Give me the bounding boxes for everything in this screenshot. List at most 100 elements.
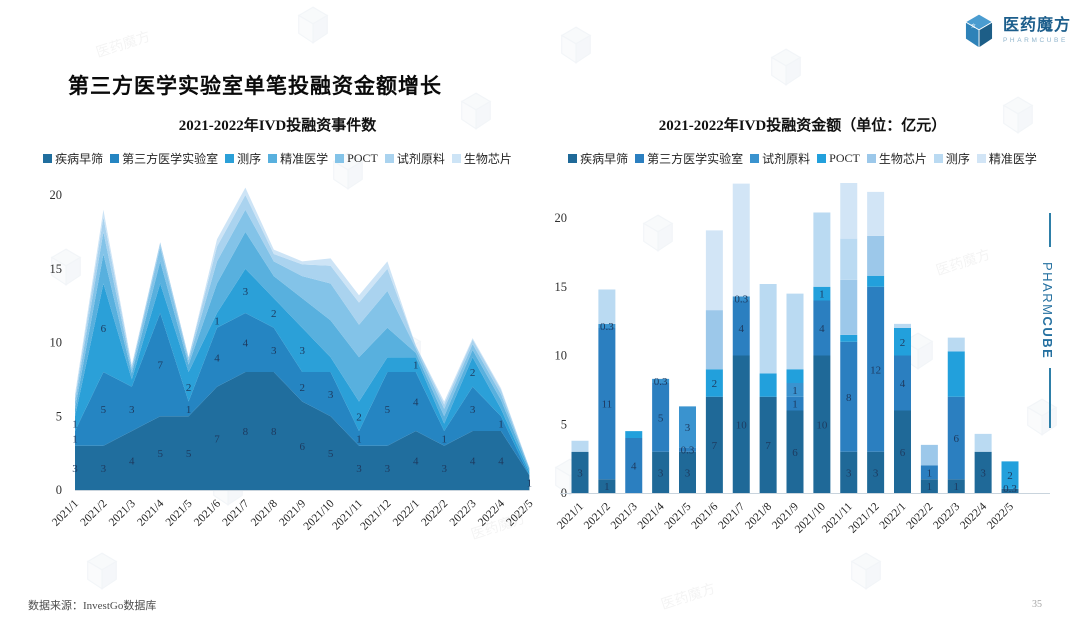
bar-segment-疾病早筛 xyxy=(867,451,885,493)
bar-data-label: 0.3 xyxy=(1003,483,1017,495)
sidebar-brand-text: PHARMCUBE xyxy=(1040,262,1055,360)
area-data-label: 5 xyxy=(157,448,163,460)
bar-data-label: 0.3 xyxy=(654,376,668,388)
bar-data-label: 0.3 xyxy=(681,445,695,457)
legend-item-疾病早筛: 疾病早筛 xyxy=(43,150,103,167)
x-axis-label: 2021/5 xyxy=(663,500,694,531)
bar-segment-生物芯片 xyxy=(920,444,938,466)
area-data-label: 3 xyxy=(385,463,391,475)
cube-watermark-icon xyxy=(297,6,329,44)
bar-segment-疾病早筛 xyxy=(571,451,589,493)
data-source-note: 数据来源：InvestGo数据库 xyxy=(28,600,157,612)
bar-segment-生物芯片 xyxy=(867,235,885,276)
bar-segment-POCT xyxy=(894,328,911,356)
cube-watermark-icon xyxy=(560,26,592,64)
legend-swatch-icon xyxy=(43,154,53,163)
left-chart-title: 2021-2022年IVD投融资事件数 xyxy=(178,118,377,134)
bar-data-label: 5 xyxy=(658,412,664,424)
bar-segment-第三方医学实验室 xyxy=(867,286,885,452)
legend-swatch-icon xyxy=(817,154,827,163)
bar-segment-POCT xyxy=(705,369,723,397)
bar-segment-第三方医学实验室 xyxy=(894,355,911,411)
right-chart-title: 2021-2022年IVD投融资金额（单位：亿元） xyxy=(658,118,947,134)
legend-label: POCT xyxy=(829,151,860,165)
bar-segment-POCT xyxy=(947,351,965,397)
legend-label: 第三方医学实验室 xyxy=(647,152,744,166)
area-data-label: 6 xyxy=(299,441,305,453)
bar-data-label: 7 xyxy=(712,440,718,452)
bar-segment-测序 xyxy=(894,323,911,328)
y-axis-tick: 0 xyxy=(56,483,62,497)
bar-segment-POCT xyxy=(1001,461,1019,489)
sidebar-rule-top xyxy=(1049,213,1051,247)
area-data-label: 3 xyxy=(441,463,447,475)
page-title: 第三方医学实验室单笔投融资金额增长 xyxy=(68,75,442,99)
bar-segment-疾病早筛 xyxy=(840,451,858,493)
bar-segment-测序 xyxy=(974,433,992,452)
area-data-label: 1 xyxy=(413,360,419,372)
area-data-label: 4 xyxy=(498,456,504,468)
area-data-label: 7 xyxy=(157,360,163,372)
bar-data-label: 3 xyxy=(685,422,691,434)
bar-segment-测序 xyxy=(598,289,616,324)
bar-segment-POCT xyxy=(840,334,858,342)
bar-data-label: 3 xyxy=(980,467,986,479)
events-stacked-area-chart: 051015202021/12021/22021/32021/42021/520… xyxy=(50,187,535,533)
bar-segment-疾病早筛 xyxy=(679,451,696,493)
x-axis-label: 2022/3 xyxy=(931,500,962,531)
x-axis-label: 2021/4 xyxy=(135,497,166,528)
area-data-label: 5 xyxy=(186,448,192,460)
x-axis-label: 2021/8 xyxy=(743,500,774,531)
legend-item-精准医学: 精准医学 xyxy=(268,150,328,167)
area-data-label: 3 xyxy=(243,286,249,298)
bar-segment-第三方医学实验室 xyxy=(947,396,965,480)
bar-data-label: 10 xyxy=(736,419,748,431)
area-data-label: 2 xyxy=(356,411,362,423)
bar-segment-POCT xyxy=(813,286,831,301)
x-axis-label: 2021/6 xyxy=(192,497,223,528)
x-axis-label: 2022/5 xyxy=(504,497,535,528)
area-data-label: 1 xyxy=(72,419,78,431)
bar-data-label: 4 xyxy=(819,323,825,335)
legend-label: 疾病早筛 xyxy=(55,152,104,166)
legend-item-POCT: POCT xyxy=(817,150,860,167)
legend-item-POCT: POCT xyxy=(335,150,378,167)
y-axis-tick: 10 xyxy=(50,336,63,350)
logo-text: 医药魔方 PHARMCUBE xyxy=(1003,17,1071,44)
logo: 方 医药魔方 PHARMCUBE xyxy=(962,13,1071,49)
bar-data-label: 2 xyxy=(900,337,906,349)
legend-swatch-icon xyxy=(750,154,760,163)
bar-segment-第三方医学实验室 xyxy=(813,300,831,356)
area-data-label: 1 xyxy=(527,478,533,490)
area-series-测序 xyxy=(75,268,530,476)
bar-data-label: 8 xyxy=(846,392,852,404)
bar-segment-试剂原料 xyxy=(786,383,804,397)
area-data-label: 1 xyxy=(72,433,78,445)
x-axis-label: 2022/4 xyxy=(958,500,989,531)
left-chart-legend: 疾病早筛 第三方医学实验室 测序 精准医学 POCT 试剂原料 生物芯片 xyxy=(20,150,535,167)
bar-segment-疾病早筛 xyxy=(786,410,804,493)
area-data-label: 3 xyxy=(328,389,334,401)
area-data-label: 4 xyxy=(214,352,220,364)
legend-item-疾病早筛: 疾病早筛 xyxy=(568,150,628,167)
logo-subtitle: PHARMCUBE xyxy=(1003,36,1068,44)
x-axis-label: 2022/1 xyxy=(878,500,909,531)
x-axis-label: 2021/10 xyxy=(302,497,337,532)
legend-swatch-icon xyxy=(866,154,876,163)
area-data-label: 1 xyxy=(214,315,220,327)
bar-data-label: 10 xyxy=(816,419,828,431)
bar-segment-第三方医学实验室 xyxy=(786,396,804,411)
bar-segment-第三方医学实验室 xyxy=(679,447,696,452)
bar-segment-疾病早筛 xyxy=(759,396,777,493)
y-axis-tick: 20 xyxy=(50,188,63,202)
area-data-label: 3 xyxy=(72,463,78,475)
area-data-label: 4 xyxy=(413,456,419,468)
legend-swatch-icon xyxy=(568,154,578,163)
x-axis-label: 2022/4 xyxy=(476,497,507,528)
bar-segment-疾病早筛 xyxy=(652,451,670,493)
bar-segment-试剂原料 xyxy=(652,378,670,383)
legend-item-精准医学: 精准医学 xyxy=(976,150,1037,167)
area-data-label: 6 xyxy=(101,323,107,335)
area-data-label: 3 xyxy=(356,463,362,475)
legend-label: 测序 xyxy=(237,152,262,166)
